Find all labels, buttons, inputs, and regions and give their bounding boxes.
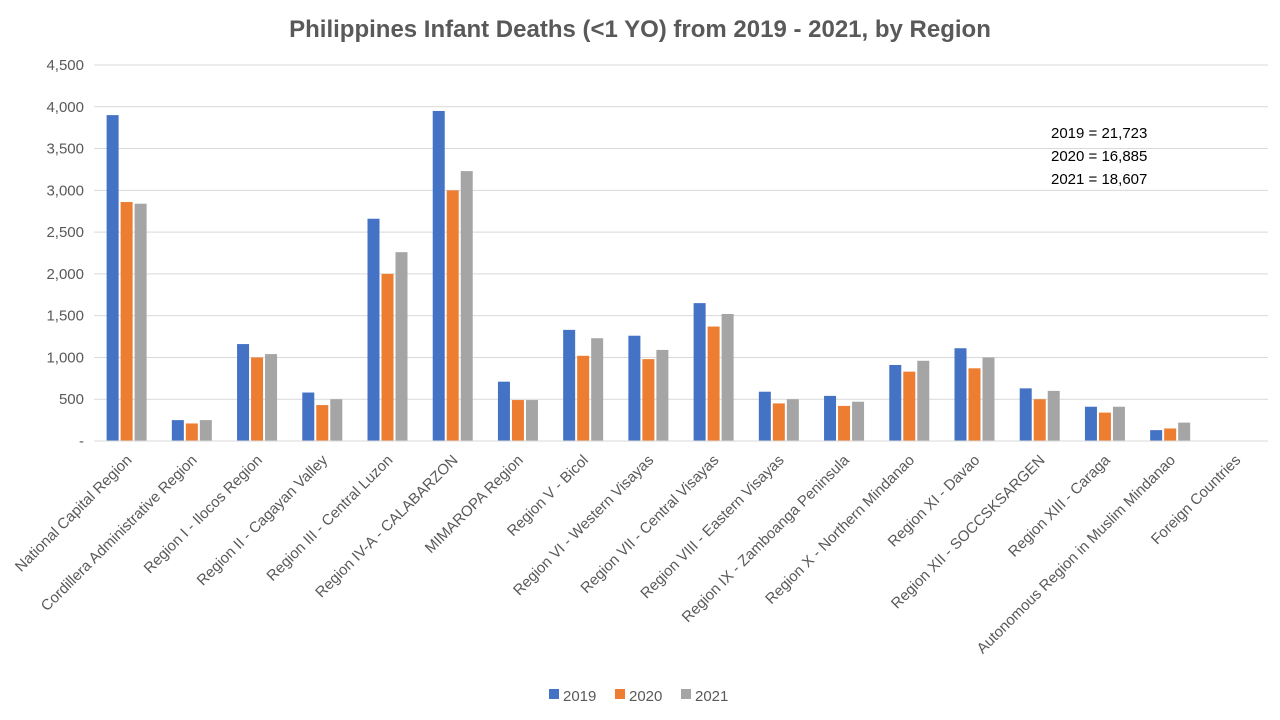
x-tick-label: National Capital Region — [12, 452, 135, 575]
x-tick-label: Region VI - Western Visayas — [510, 452, 657, 599]
bar-2019-2 — [237, 344, 250, 441]
bar-2019-16 — [1150, 430, 1163, 441]
bar-2020-10 — [772, 403, 785, 441]
legend-label: 2020 — [629, 688, 662, 705]
bar-2019-13 — [954, 348, 967, 441]
legend-label: 2019 — [563, 688, 596, 705]
bar-2021-11 — [852, 401, 865, 441]
bar-2019-3 — [302, 392, 315, 441]
y-tick-label: 4,000 — [46, 99, 84, 116]
legend-swatch-2021 — [681, 689, 691, 699]
bar-2020-14 — [1033, 399, 1046, 441]
y-tick-label: - — [79, 433, 84, 450]
bar-2020-5 — [446, 190, 459, 441]
x-tick-label: Region I - Ilocos Region — [141, 452, 266, 577]
y-tick-label: 2,000 — [46, 266, 84, 283]
bar-2021-3 — [330, 399, 343, 441]
bar-2020-8 — [642, 359, 655, 441]
bars — [106, 110, 1191, 442]
bar-2021-10 — [786, 399, 799, 441]
bar-2021-14 — [1047, 390, 1060, 441]
x-tick-label: Region II - Cagayan Valley — [194, 451, 332, 589]
bar-2019-11 — [824, 395, 837, 441]
bar-2019-0 — [106, 115, 119, 441]
bar-2020-0 — [120, 202, 133, 441]
bar-2020-12 — [903, 371, 916, 441]
x-tick-label: Region VII - Central Visayas — [577, 452, 722, 597]
bar-2019-8 — [628, 335, 641, 441]
y-tick-label: 500 — [59, 391, 84, 408]
bar-2020-3 — [316, 405, 329, 441]
legend-swatch-2020 — [615, 689, 625, 699]
bar-2020-15 — [1098, 412, 1111, 441]
bar-2019-7 — [563, 329, 576, 441]
bar-2021-15 — [1112, 406, 1125, 441]
legend-swatch-2019 — [549, 689, 559, 699]
bar-2021-7 — [591, 338, 604, 441]
x-tick-label: Region III - Central Luzon — [263, 452, 396, 585]
y-tick-label: 2,500 — [46, 224, 84, 241]
bar-2021-2 — [265, 354, 278, 441]
bar-2020-7 — [577, 355, 590, 441]
total-annotation: 2019 = 21,723 — [1051, 125, 1147, 142]
bar-2019-6 — [497, 381, 510, 441]
bar-2019-14 — [1019, 388, 1032, 441]
y-tick-label: 3,500 — [46, 141, 84, 158]
bar-2021-0 — [134, 203, 147, 441]
bar-2019-12 — [889, 364, 902, 441]
bar-2021-4 — [395, 252, 408, 441]
gridlines — [94, 64, 1268, 400]
y-tick-label: 1,500 — [46, 308, 84, 325]
bar-2021-16 — [1178, 422, 1191, 441]
bar-2020-16 — [1164, 428, 1177, 441]
bar-2020-4 — [381, 273, 394, 441]
legend-label: 2021 — [695, 688, 728, 705]
bar-2021-1 — [199, 420, 212, 441]
bar-2021-5 — [460, 171, 473, 442]
bar-2019-4 — [367, 218, 380, 441]
bar-2021-12 — [917, 360, 930, 441]
y-tick-label: 3,000 — [46, 182, 84, 199]
legend: 2019 2020 2021 — [549, 688, 728, 705]
bar-2019-5 — [432, 110, 445, 441]
y-tick-label: 1,000 — [46, 349, 84, 366]
bar-2020-13 — [968, 368, 981, 441]
total-annotation: 2020 = 16,885 — [1051, 148, 1147, 165]
y-tick-label: 4,500 — [46, 57, 84, 74]
bar-2019-1 — [171, 420, 184, 441]
chart-title: Philippines Infant Deaths (<1 YO) from 2… — [289, 16, 991, 43]
bar-2021-9 — [721, 313, 734, 441]
bar-2019-10 — [758, 391, 771, 441]
bar-2020-1 — [185, 423, 198, 441]
bar-2019-15 — [1084, 406, 1097, 441]
totals-annotation: 2019 = 21,723 2020 = 16,885 2021 = 18,607 — [1051, 125, 1147, 188]
bar-2020-11 — [838, 405, 851, 441]
y-axis-ticks: - 500 1,000 1,500 2,000 2,500 3,000 3,500 4,000 4… — [46, 57, 84, 450]
bar-2019-9 — [693, 303, 706, 441]
bar-2021-6 — [525, 400, 538, 441]
bar-2021-8 — [656, 349, 669, 441]
bar-2020-2 — [251, 357, 264, 441]
bar-2020-9 — [707, 326, 720, 441]
bar-2020-6 — [511, 400, 524, 441]
total-annotation: 2021 = 18,607 — [1051, 171, 1147, 188]
bar-2021-13 — [982, 357, 995, 441]
